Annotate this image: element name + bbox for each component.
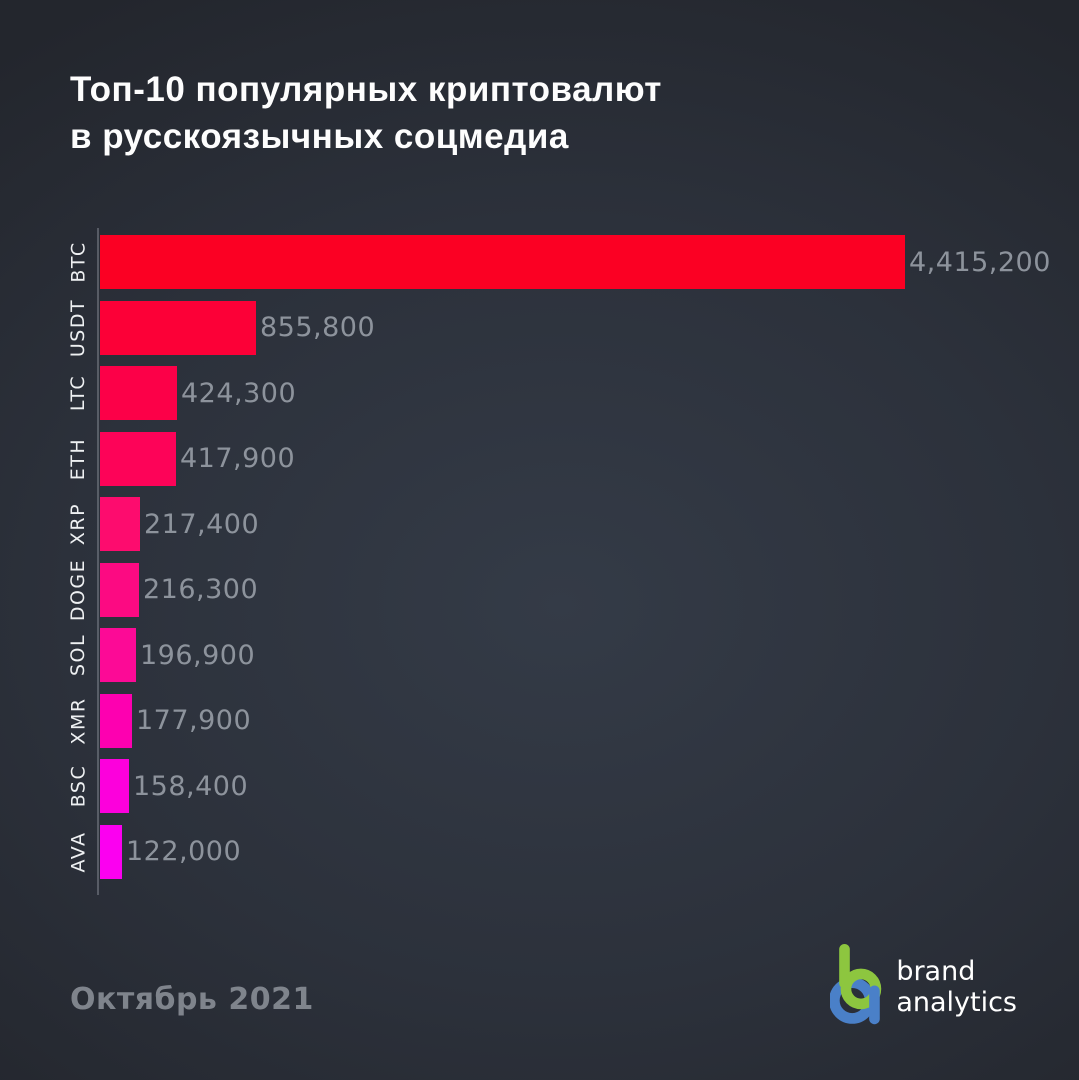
value-label: 196,900 (140, 639, 256, 671)
title-line-1: Топ-10 популярных криптовалют (70, 70, 662, 109)
bar (100, 693, 132, 748)
brand-name-line-1: brand (896, 956, 976, 987)
brand-logo: brand analytics (830, 942, 1017, 1032)
period-label: Октябрь 2021 (70, 982, 314, 1017)
bar (100, 759, 129, 813)
bar (100, 497, 140, 551)
bar-row: BTC 4,415,200 (60, 235, 1050, 289)
category-label: BTC (67, 241, 90, 283)
category-label: XRP (67, 502, 90, 546)
bar-row: XMR 177,900 (60, 693, 1050, 748)
category-label: AVA (67, 830, 90, 873)
bar-chart: BTC 4,415,200 USDT 855,800 LTC 424,300 E… (60, 228, 1050, 895)
value-label: 855,800 (260, 312, 376, 343)
bar (100, 300, 256, 355)
bar-row: ETH 417,900 (60, 431, 1050, 486)
brand-name-line-2: analytics (896, 987, 1017, 1018)
bar (100, 235, 905, 289)
bar-row: BSC 158,400 (60, 759, 1050, 813)
category-label: BSC (67, 764, 90, 808)
value-label: 424,300 (181, 377, 297, 409)
value-label: 217,400 (144, 508, 260, 540)
category-label: XMR (67, 696, 90, 745)
value-label: 122,000 (126, 836, 242, 867)
category-label: USDT (67, 298, 90, 357)
title-line-2: в русскоязычных соцмедиа (70, 117, 569, 156)
bar (100, 562, 139, 617)
category-label: LTC (67, 374, 90, 412)
bar-row: AVA 122,000 (60, 824, 1050, 879)
value-label: 177,900 (136, 705, 252, 736)
value-label: 216,300 (143, 574, 259, 605)
category-label: SOL (67, 633, 90, 677)
bar-row: LTC 424,300 (60, 366, 1050, 420)
value-label: 4,415,200 (909, 246, 1051, 278)
value-label: 417,900 (180, 443, 296, 474)
bar (100, 824, 122, 879)
bar (100, 431, 176, 486)
value-label: 158,400 (133, 770, 249, 802)
bar-row: DOGE 216,300 (60, 558, 1050, 621)
page-title: Топ-10 популярных криптовалют в русскояз… (70, 66, 662, 160)
category-label: DOGE (67, 558, 90, 621)
bar-row: XRP 217,400 (60, 497, 1050, 551)
brand-name: brand analytics (896, 956, 1017, 1018)
bar-rows: BTC 4,415,200 USDT 855,800 LTC 424,300 E… (60, 235, 1050, 879)
y-axis-line (97, 228, 99, 895)
bar (100, 628, 136, 682)
bar (100, 366, 177, 420)
bar-row: USDT 855,800 (60, 298, 1050, 357)
bar-row: SOL 196,900 (60, 628, 1050, 682)
brand-analytics-icon (830, 943, 882, 1025)
category-label: ETH (67, 437, 90, 480)
